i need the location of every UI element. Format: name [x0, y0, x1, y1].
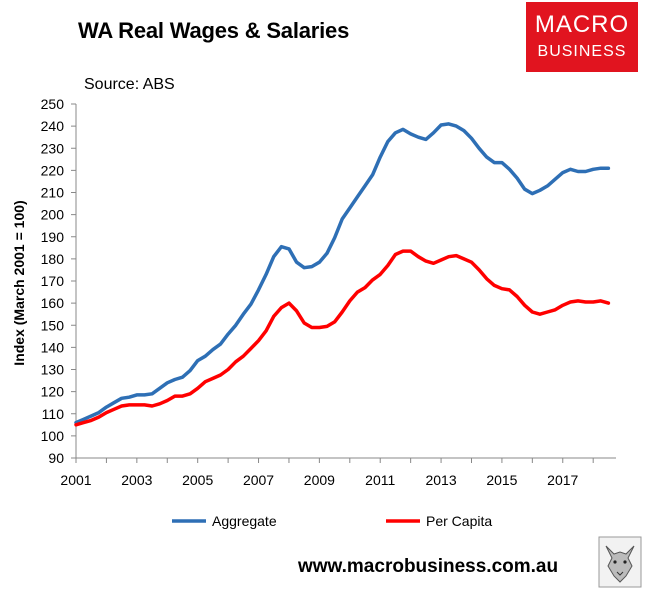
x-tick-label: 2003 [121, 472, 152, 488]
y-tick-label: 150 [41, 317, 65, 333]
wolf-mascot-icon [598, 536, 642, 588]
source-note: Source: ABS [84, 76, 175, 93]
x-tick-label: 2009 [304, 472, 335, 488]
chart-title: WA Real Wages & Salaries [78, 18, 350, 43]
y-axis-label: Index (March 2001 = 100) [11, 200, 27, 365]
y-tick-labels: 90 100 110 120 130 140 150 160 170 180 190 200 210 22… [41, 96, 65, 466]
y-tick-label: 100 [41, 428, 65, 444]
y-tick-label: 180 [41, 251, 65, 267]
footer-url: www.macrobusiness.com.au [298, 556, 559, 577]
line-chart: 90 100 110 120 130 140 150 160 170 180 190 200 210 22… [11, 96, 616, 529]
y-tick-label: 230 [41, 140, 65, 156]
y-tick-label: 110 [42, 406, 65, 422]
series-lines [74, 122, 611, 427]
y-tick-label: 140 [41, 339, 65, 355]
y-tick-label: 250 [41, 96, 65, 112]
x-tick-label: 2013 [425, 472, 456, 488]
y-tick-label: 210 [41, 185, 65, 201]
y-tick-label: 120 [41, 384, 65, 400]
x-tick-label: 2011 [365, 472, 395, 488]
logo-line-2: BUSINESS [537, 43, 627, 60]
series-line-aggregate [74, 122, 611, 425]
legend: Aggregate Per Capita [172, 513, 492, 529]
x-tick-label: 2017 [547, 472, 578, 488]
series-line-per-capita [74, 249, 611, 427]
y-tick-label: 130 [41, 362, 65, 378]
legend-label: Per Capita [426, 513, 492, 529]
y-tick-label: 90 [48, 450, 64, 466]
y-tick-label: 190 [41, 229, 65, 245]
chart-axes [71, 103, 616, 463]
y-tick-label: 220 [41, 162, 65, 178]
logo-line-1: MACRO [534, 11, 630, 38]
x-tick-label: 2007 [243, 472, 274, 488]
y-tick-label: 240 [41, 118, 65, 134]
y-tick-label: 170 [41, 273, 65, 289]
x-tick-label: 2001 [60, 472, 91, 488]
y-tick-label: 160 [41, 295, 65, 311]
x-tick-label: 2015 [486, 472, 517, 488]
macrobusiness-logo: MACRO BUSINESS [526, 2, 638, 72]
y-tick-label: 200 [41, 207, 65, 223]
x-tick-labels: 2001 2003 2005 2007 2009 2011 2013 2015 2017 [60, 472, 578, 488]
x-tick-label: 2005 [182, 472, 213, 488]
legend-label: Aggregate [212, 513, 277, 529]
